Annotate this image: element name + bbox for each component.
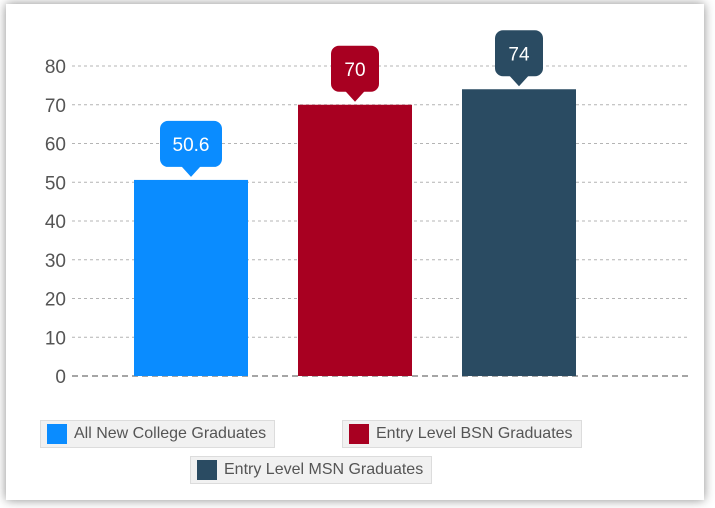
- bar: [298, 104, 412, 376]
- legend-swatch: [197, 460, 217, 480]
- y-tick-label: 50: [45, 173, 66, 194]
- bar: [462, 89, 576, 376]
- legend-item-entry-level-bsn-graduates[interactable]: Entry Level BSN Graduates: [342, 420, 582, 448]
- y-tick-label: 20: [45, 290, 66, 311]
- data-label-box: [495, 30, 543, 77]
- bar: [134, 179, 248, 376]
- y-tick-label: 80: [45, 57, 66, 78]
- data-label-box: [160, 120, 222, 167]
- data-label-pointer: [509, 75, 529, 87]
- y-tick-label: 60: [45, 135, 66, 156]
- legend-swatch: [349, 424, 369, 444]
- legend-swatch: [47, 424, 67, 444]
- data-label-pointer: [181, 165, 201, 177]
- data-label: 50.6: [160, 120, 222, 177]
- legend-label: Entry Level MSN Graduates: [224, 461, 424, 478]
- data-label-text: 50.6: [173, 135, 210, 156]
- data-label: 70: [331, 45, 379, 102]
- y-tick-label: 70: [45, 96, 66, 117]
- y-tick-label: 30: [45, 251, 66, 272]
- y-tick-label: 10: [45, 328, 66, 349]
- legend-label: Entry Level BSN Graduates: [376, 425, 573, 442]
- data-label-box: [331, 45, 379, 92]
- legend-item-entry-level-msn-graduates[interactable]: Entry Level MSN Graduates: [190, 456, 433, 484]
- data-label: 74: [495, 30, 543, 87]
- y-tick-label: 0: [55, 367, 66, 388]
- legend-label: All New College Graduates: [74, 425, 267, 442]
- y-axis-ticks: 0 10 20 30 40 50 60 70 80: [45, 57, 66, 388]
- legend-item-all-new-college-graduates[interactable]: All New College Graduates: [40, 420, 276, 448]
- data-label-text: 74: [508, 44, 530, 65]
- data-labels: 50.6 70 74: [160, 30, 543, 177]
- bars: [134, 89, 576, 376]
- y-tick-label: 40: [45, 212, 66, 233]
- data-label-pointer: [345, 90, 365, 102]
- data-label-text: 70: [344, 60, 365, 81]
